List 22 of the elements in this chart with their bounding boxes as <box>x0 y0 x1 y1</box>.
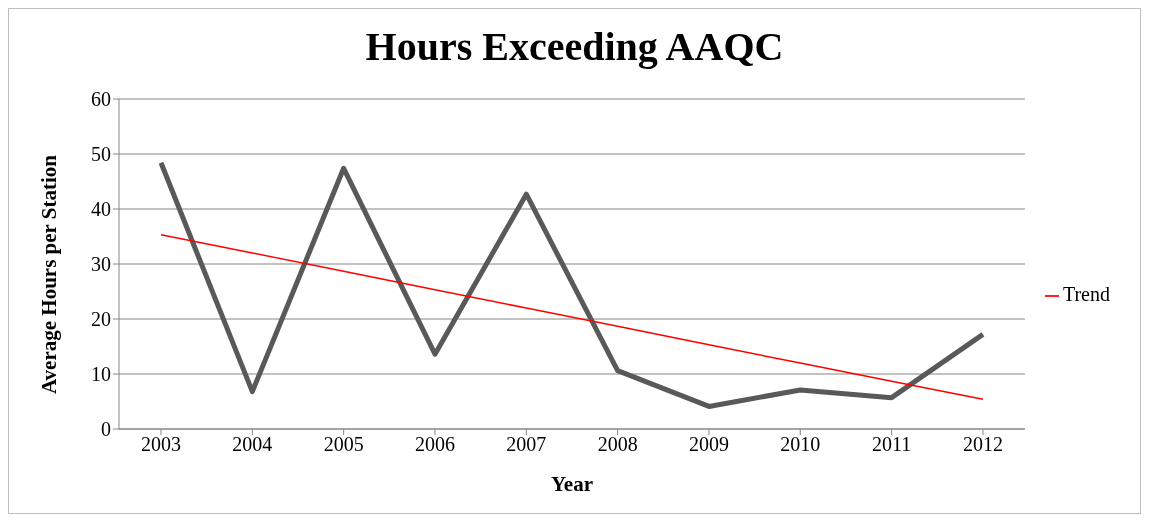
y-tick-label: 60 <box>91 88 111 111</box>
y-tick-label: 10 <box>91 363 111 386</box>
x-tick-label: 2010 <box>780 433 821 456</box>
legend-label: Trend <box>1062 282 1110 305</box>
x-tick-label: 2004 <box>232 433 273 456</box>
chart-title: Hours Exceeding AAQC <box>364 23 785 71</box>
y-tick-label: 50 <box>91 143 111 166</box>
x-tick-label: 2011 <box>871 433 912 456</box>
x-tick-label: 2009 <box>688 433 729 456</box>
y-tick-label: 0 <box>101 418 111 441</box>
y-tick-label: 20 <box>91 308 111 331</box>
x-tick-label: 2008 <box>597 433 638 456</box>
x-tick-label: 2005 <box>323 433 364 456</box>
x-tick-label: 2003 <box>141 433 181 456</box>
line-series <box>160 234 984 401</box>
y-tick-label: 40 <box>91 198 111 221</box>
x-tick-label: 2012 <box>962 433 1003 456</box>
x-tick-label: 2007 <box>506 433 547 456</box>
x-axis-title: Year <box>550 472 593 496</box>
y-tick-label: 30 <box>91 253 111 276</box>
y-axis-title: Average Hours per Station <box>37 154 62 394</box>
x-tick-label: 2006 <box>414 433 455 456</box>
